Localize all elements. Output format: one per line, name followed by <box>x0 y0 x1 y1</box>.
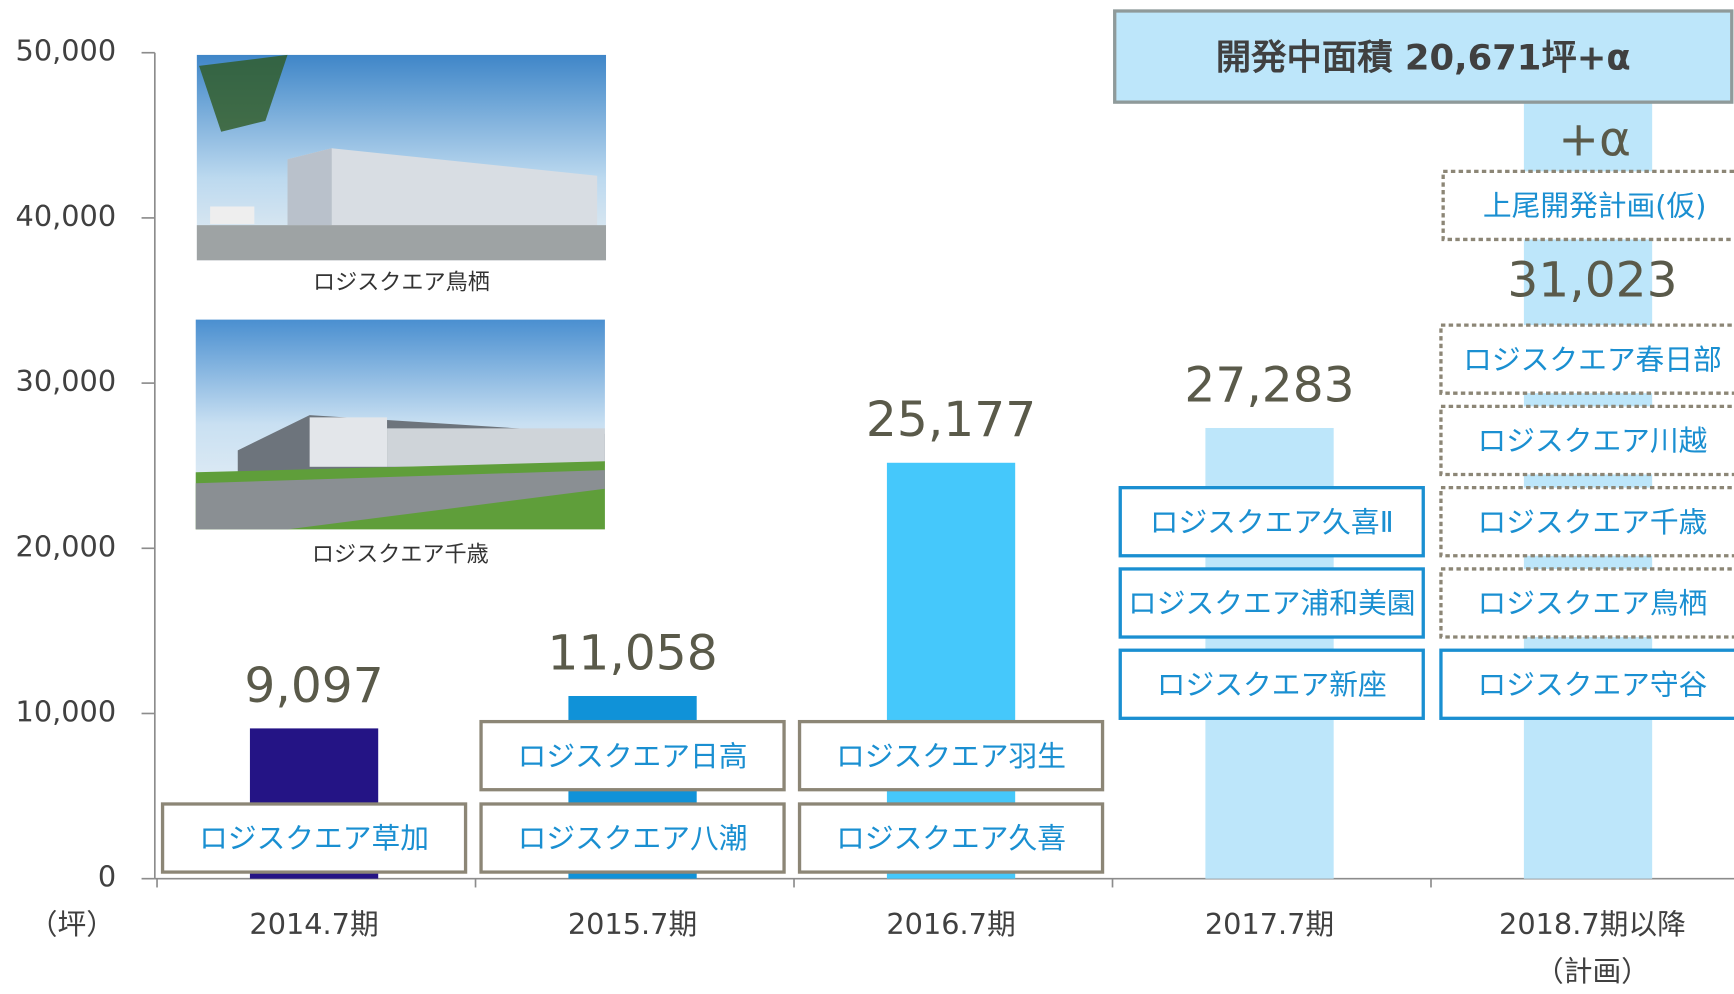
property-label: ロジスクエア久喜 <box>836 821 1066 855</box>
property-label: ロジスクエア千歳 <box>1477 505 1707 539</box>
property-label: ロジスクエア草加 <box>199 821 429 855</box>
y-tick-label: 10,000 <box>16 695 117 729</box>
headline-box <box>1113 9 1734 104</box>
headline: 開発中面積 20,671坪+α <box>1216 37 1631 78</box>
property-label: ロジスクエア守谷 <box>1477 668 1707 702</box>
y-tick-label: 0 <box>98 860 116 894</box>
property-box <box>1118 486 1425 558</box>
property-label: ロジスクエア鳥栖 <box>1477 586 1707 620</box>
property-box <box>1439 648 1734 720</box>
photo-chitose <box>195 319 605 530</box>
property-label: ロジスクエア八潮 <box>518 821 748 855</box>
property-label: ロジスクエア浦和美園 <box>1128 586 1415 620</box>
x-tick-label: 2016.7期 <box>886 907 1015 941</box>
property-label: 上尾開発計画(仮) <box>1483 189 1707 223</box>
y-tick-label: 20,000 <box>16 529 117 563</box>
property-label: ロジスクエア羽生 <box>836 739 1066 773</box>
value-label: 9,097 <box>244 658 383 714</box>
value-label: 27,283 <box>1184 358 1354 414</box>
property-label: ロジスクエア川越 <box>1477 424 1707 458</box>
property-box <box>1439 323 1734 395</box>
y-tick-label: 50,000 <box>16 34 117 68</box>
property-label: ロジスクエア日高 <box>518 739 748 773</box>
property-box <box>1439 486 1734 558</box>
property-box <box>1439 404 1734 477</box>
property-box <box>479 719 786 792</box>
y-tick-label: 30,000 <box>16 364 117 398</box>
photo-caption: ロジスクエア鳥栖 <box>313 270 490 295</box>
x-sublabel: （計画） <box>1535 954 1650 988</box>
x-tick-label: 2018.7期以降 <box>1499 907 1686 941</box>
value-label: 11,058 <box>547 626 717 682</box>
property-box <box>1118 567 1425 639</box>
property-label: ロジスクエア久喜Ⅱ <box>1150 505 1394 539</box>
property-box <box>479 802 786 874</box>
x-tick-label: 2014.7期 <box>249 907 378 941</box>
property-box <box>797 802 1105 874</box>
value-label: 31,023 <box>1507 252 1677 308</box>
property-box <box>1118 648 1425 720</box>
photo-tosu <box>196 54 607 261</box>
property-box <box>1441 169 1734 242</box>
x-tick-label: 2017.7期 <box>1205 907 1334 941</box>
x-tick-label: 2015.7期 <box>568 907 697 941</box>
plus-alpha: +α <box>1558 112 1631 168</box>
property-box <box>1439 567 1734 639</box>
property-label: ロジスクエア春日部 <box>1463 342 1722 376</box>
unit-label: （坪） <box>29 907 115 941</box>
property-box <box>797 719 1105 792</box>
y-tick-label: 40,000 <box>16 199 117 233</box>
value-label: 25,177 <box>866 392 1036 448</box>
property-box <box>160 802 468 874</box>
property-label: ロジスクエア新座 <box>1157 668 1387 702</box>
photo-caption: ロジスクエア千歳 <box>312 543 489 568</box>
